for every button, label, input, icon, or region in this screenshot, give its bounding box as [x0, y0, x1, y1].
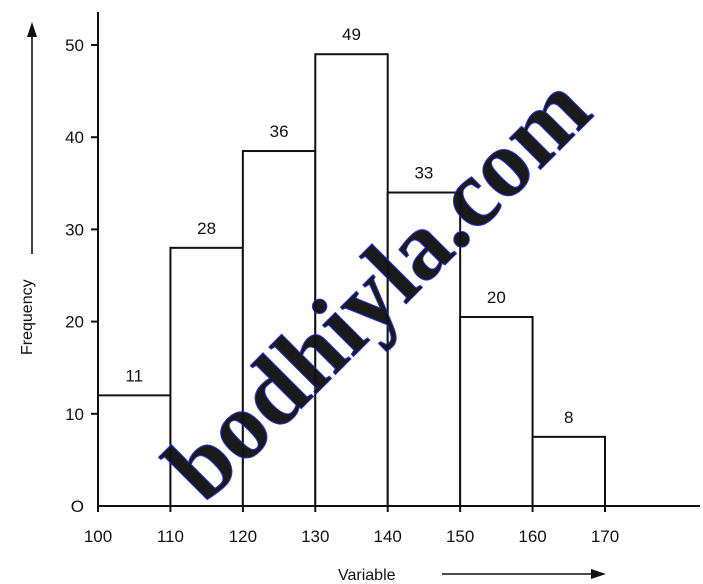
- x-tick-label: 150: [446, 527, 474, 546]
- x-axis-title-group: Variable: [338, 567, 606, 584]
- x-tick-label: 170: [591, 527, 619, 546]
- bar-data-label: 36: [270, 122, 289, 141]
- y-tick-label: 30: [65, 220, 84, 239]
- x-arrow-icon: [591, 569, 606, 579]
- bar-data-label: 49: [342, 25, 361, 44]
- bar-data-label: 33: [414, 164, 433, 183]
- data-label-group: 11 28 36 49 33 20 8: [125, 25, 573, 427]
- x-tick-label: 120: [229, 527, 257, 546]
- x-tick-label: 140: [374, 527, 402, 546]
- bar-data-label: 11: [125, 366, 143, 385]
- y-tick-group: O 10 20 30 40 50: [65, 36, 98, 516]
- histogram-bar: [531, 435, 606, 508]
- y-axis-title-group: Frequency: [19, 22, 37, 355]
- bar-group: [97, 53, 606, 508]
- y-tick-label: 40: [65, 128, 84, 147]
- bar-data-label: 20: [487, 288, 506, 307]
- histogram-bar: [97, 394, 172, 507]
- histogram-bar: [386, 191, 462, 508]
- histogram-bar: [459, 315, 534, 507]
- y-tick-label: 10: [65, 405, 84, 424]
- y-arrow-icon: [27, 22, 37, 37]
- y-tick-label: O: [71, 497, 84, 516]
- histogram-bar: [314, 53, 389, 507]
- x-tick-label: 110: [157, 527, 184, 546]
- x-tick-label: 130: [301, 527, 329, 546]
- y-tick-label: 50: [65, 36, 84, 55]
- x-tick-label: 100: [84, 527, 112, 546]
- bar-data-label: 28: [197, 219, 216, 238]
- bar-data-label: 8: [564, 408, 573, 427]
- histogram-bar: [241, 150, 317, 507]
- x-tick-label: 160: [518, 527, 546, 546]
- y-axis-title: Frequency: [19, 279, 36, 355]
- y-tick-label: 20: [65, 313, 84, 332]
- x-tick-group: 100 110 120 130 140 150 160 170: [84, 506, 619, 546]
- x-axis-title: Variable: [338, 567, 396, 584]
